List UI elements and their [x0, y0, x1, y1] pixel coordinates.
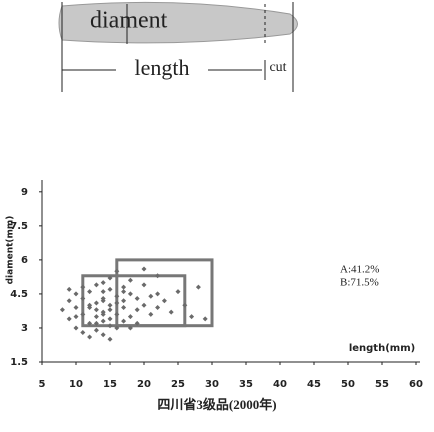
y-tick-label: 6: [21, 255, 28, 266]
point: [108, 307, 113, 312]
point: [87, 289, 92, 294]
point: [94, 301, 99, 306]
point: [101, 289, 106, 294]
point: [60, 307, 65, 312]
y-tick-label: 9: [21, 187, 28, 198]
point: [121, 289, 126, 294]
point: [182, 303, 187, 308]
leaf-diagram: diament length cut: [59, 2, 298, 92]
x-tick-label: 15: [103, 379, 117, 390]
annotation: B:71.5%: [340, 277, 379, 289]
point: [94, 328, 99, 333]
point: [80, 330, 85, 335]
point: [196, 285, 201, 290]
point: [94, 282, 99, 287]
point: [189, 314, 194, 319]
x-tick-label: 50: [341, 379, 355, 390]
point: [114, 269, 119, 274]
point: [203, 316, 208, 321]
point: [128, 314, 133, 319]
point: [128, 278, 133, 283]
point: [67, 287, 72, 292]
point: [94, 307, 99, 312]
point: [74, 314, 79, 319]
x-tick-label: 45: [307, 379, 321, 390]
x-axis-label: length(mm): [349, 343, 415, 354]
point: [74, 305, 79, 310]
x-tick-label: 35: [239, 379, 253, 390]
point: [142, 303, 147, 308]
point: [101, 319, 106, 324]
figure: diament length cut 四川省3级品(2000年) length(…: [0, 0, 434, 432]
point: [114, 294, 119, 299]
y-tick-label: 4.5: [10, 289, 28, 300]
x-tick-label: 40: [273, 379, 287, 390]
x-tick-label: 5: [39, 379, 46, 390]
point: [169, 310, 174, 315]
x-tick-label: 20: [137, 379, 151, 390]
diameter-label: diament: [90, 8, 168, 34]
point: [135, 296, 140, 301]
point: [135, 307, 140, 312]
point: [176, 289, 181, 294]
y-tick-label: 1.5: [10, 357, 28, 368]
point: [148, 312, 153, 317]
point: [67, 316, 72, 321]
x-tick-label: 30: [205, 379, 219, 390]
annotation: A:41.2%: [340, 264, 379, 276]
point: [108, 337, 113, 342]
x-tick-label: 10: [69, 379, 83, 390]
point: [121, 298, 126, 303]
region-box: [83, 276, 185, 326]
point: [67, 298, 72, 303]
point: [155, 291, 160, 296]
x-tick-label: 25: [171, 379, 185, 390]
point: [80, 296, 85, 301]
point: [80, 285, 85, 290]
point: [94, 314, 99, 319]
point: [108, 287, 113, 292]
point: [80, 312, 85, 317]
point: [108, 303, 113, 308]
point: [121, 285, 126, 290]
point: [74, 325, 79, 330]
point: [155, 305, 160, 310]
point: [114, 312, 119, 317]
x-tick-label: 60: [409, 379, 423, 390]
point: [148, 294, 153, 299]
point: [114, 301, 119, 306]
y-tick-label: 3: [21, 323, 28, 334]
point: [121, 305, 126, 310]
point: [87, 335, 92, 340]
chart-title: 四川省3级品(2000年): [157, 397, 276, 412]
point: [128, 291, 133, 296]
point: [74, 291, 79, 296]
point: [108, 316, 113, 321]
cut-label: cut: [269, 60, 286, 75]
point: [121, 319, 126, 324]
point: [142, 266, 147, 271]
length-label: length: [135, 55, 190, 80]
y-tick-label: 7.5: [10, 221, 28, 232]
point: [162, 298, 167, 303]
x-tick-label: 55: [375, 379, 389, 390]
point: [101, 332, 106, 337]
point: [155, 273, 160, 278]
point: [101, 280, 106, 285]
point: [142, 282, 147, 287]
point: [108, 323, 113, 328]
